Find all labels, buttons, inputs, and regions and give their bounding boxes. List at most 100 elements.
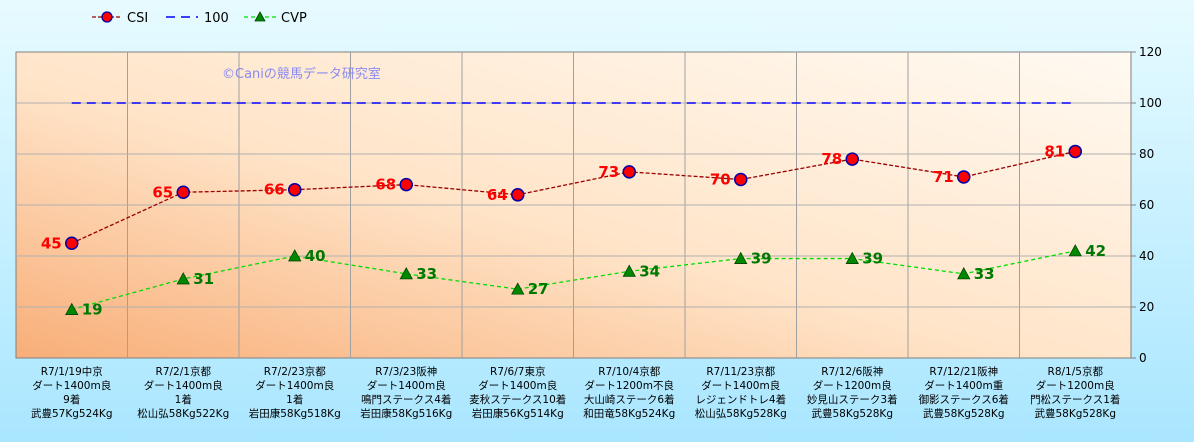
x-category-line: ダート1400m良 [144, 379, 223, 392]
csi-point [734, 172, 748, 187]
csi-data-label: 81 [1044, 142, 1065, 160]
cvp-point [288, 249, 302, 262]
csi-point [957, 170, 971, 184]
csi-data-label: 73 [598, 163, 619, 181]
series-csi-line [71, 150, 1076, 244]
x-category-line: ダート1400m良 [32, 379, 111, 392]
x-category-line: 大山崎ステーク6着 [584, 393, 675, 406]
x-category-line: R8/1/5京都 [1048, 365, 1104, 378]
legend-csi-marker [101, 11, 113, 23]
x-category-line: 岩田康58Kg518Kg [249, 407, 341, 420]
legend-csi-label: CSI [127, 11, 148, 26]
csi-data-label: 66 [264, 181, 285, 199]
x-category-line: R7/11/23京都 [706, 365, 775, 378]
x-category-line: 武豊58Kg528Kg [811, 407, 893, 420]
y-tick-label: 120 [1139, 45, 1162, 59]
cvp-data-label: 39 [862, 250, 883, 268]
cvp-point [1068, 244, 1082, 257]
cvp-data-label: 34 [639, 262, 660, 280]
cvp-point [65, 302, 79, 315]
csi-point [1068, 144, 1082, 159]
y-tick-label: 20 [1139, 300, 1154, 314]
x-category-line: ダート1400m良 [255, 379, 334, 392]
csi-point [65, 236, 79, 250]
cvp-data-label: 39 [751, 250, 772, 268]
cvp-point [957, 267, 971, 280]
x-category-line: 武豊58Kg528Kg [923, 407, 1005, 420]
x-category-line: R7/1/19中京 [41, 365, 103, 378]
x-category-line: R7/2/23京都 [264, 365, 327, 378]
y-tick-label: 0 [1139, 351, 1147, 365]
x-category-line: 1着 [175, 393, 192, 406]
x-category-line: R7/10/4京都 [598, 365, 661, 378]
x-category-line: 1着 [286, 393, 303, 406]
cvp-data-label: 42 [1085, 242, 1106, 260]
x-category-line: 和田竜58Kg524Kg [583, 407, 675, 420]
x-category-line: ダート1400m良 [478, 379, 557, 392]
cvp-data-label: 33 [974, 265, 995, 283]
x-category-line: ダート1400m重 [924, 379, 1003, 392]
x-category-line: R7/12/21阪神 [929, 365, 998, 378]
x-category-line: 武豊58Kg528Kg [1034, 407, 1116, 420]
x-category-line: R7/3/23阪神 [375, 365, 437, 378]
csi-data-label: 70 [710, 171, 731, 189]
x-category-line: ダート1200m良 [813, 379, 892, 392]
csi-data-label: 45 [41, 234, 62, 252]
x-category-line: 岩田康58Kg516Kg [360, 407, 452, 420]
x-category-line: ダート1200m良 [1036, 379, 1115, 392]
cvp-data-label: 40 [305, 247, 326, 265]
x-category-line: R7/2/1京都 [156, 365, 212, 378]
x-category-line: レジェンドトレ4着 [695, 393, 786, 406]
cvp-data-label: 33 [416, 265, 437, 283]
cvp-data-label: 27 [528, 280, 549, 298]
x-category-line: 松山弘58Kg528Kg [695, 407, 787, 420]
cvp-data-label: 31 [193, 270, 214, 288]
watermark: ©Caniの競馬データ研究室 [222, 66, 381, 82]
x-category-line: 松山弘58Kg522Kg [137, 407, 229, 420]
x-category-line: R7/6/7東京 [490, 365, 545, 378]
x-category-line: 御影ステークス6着 [919, 393, 1009, 406]
legend: CSI 100 CVP [92, 11, 307, 26]
csi-data-label: 71 [933, 168, 954, 186]
x-category-line: 麦秋ステークス10着 [469, 393, 566, 406]
csi-data-label: 78 [821, 150, 842, 168]
y-axis: 0 20 40 60 80 100 120 [1130, 45, 1162, 365]
cvp-point [176, 272, 190, 285]
cvp-point [511, 282, 525, 295]
legend-cvp-label: CVP [281, 11, 307, 26]
csi-data-label: 68 [375, 176, 396, 194]
x-axis: R7/1/19中京ダート1400m良9着武豊57Kg524KgR7/2/1京都ダ… [31, 365, 1120, 420]
x-category-line: 岩田康56Kg514Kg [472, 407, 564, 420]
cvp-point [734, 251, 748, 264]
y-tick-label: 100 [1139, 96, 1162, 110]
y-tick-label: 60 [1139, 198, 1154, 212]
csi-point [288, 182, 302, 197]
x-category-line: R7/12/6阪神 [821, 365, 883, 378]
csi-point [399, 177, 413, 192]
x-category-line: ダート1200m不良 [585, 379, 674, 392]
x-category-line: 武豊57Kg524Kg [31, 407, 113, 420]
x-category-line: 妙見山ステーク3着 [807, 393, 898, 406]
csi-point [176, 185, 190, 199]
x-category-line: ダート1400m良 [701, 379, 780, 392]
legend-100-label: 100 [204, 11, 229, 26]
y-tick-label: 80 [1139, 147, 1154, 161]
csi-point [622, 165, 636, 179]
series-cvp-line [71, 250, 1076, 311]
cvp-point [622, 264, 636, 277]
csi-point [511, 188, 525, 202]
cvp-point [845, 251, 859, 264]
x-category-line: 門松ステークス1着 [1030, 393, 1120, 406]
csi-data-label: 65 [152, 183, 173, 201]
y-tick-label: 40 [1139, 249, 1154, 263]
